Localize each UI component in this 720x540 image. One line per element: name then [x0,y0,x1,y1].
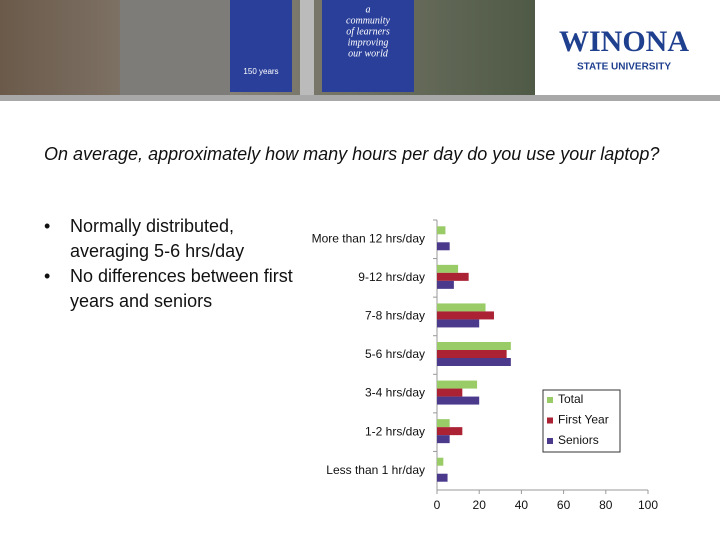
bar [437,396,480,405]
pole [300,0,314,95]
bar [437,419,450,428]
bullet: Normally distributed, averaging 5-6 hrs/… [44,214,294,264]
bar [437,350,507,358]
y-tick-label: More than 12 hrs/day [312,231,425,245]
bar [437,457,444,466]
bar [437,319,480,328]
bar [437,342,511,350]
flag [322,0,414,92]
x-tick-label: 0 [434,498,441,512]
y-tick-label: 5-6 hrs/day [365,347,425,361]
motto-line: improving [348,37,389,48]
bar [437,280,454,289]
bar [437,427,463,436]
motto-line: community [346,15,390,26]
logo-name: WINONA [559,25,689,58]
banner-strip [0,95,720,101]
bar [437,380,478,389]
bar [437,388,463,397]
question: On average, approximately how many hours… [44,144,660,164]
x-tick-label: 80 [599,498,613,512]
x-tick-label: 40 [515,498,529,512]
bar [437,264,459,273]
y-tick-label: Less than 1 hr/day [326,463,425,477]
y-tick-label: 7-8 hrs/day [365,309,425,323]
legend-swatch [547,417,553,424]
motto-line: a [366,4,371,15]
legend-swatch [547,438,553,444]
x-tick-label: 60 [557,498,571,512]
legend-box [542,389,621,453]
bar [437,303,486,312]
legend-label: Total [558,392,583,406]
legend-swatch [547,397,553,403]
bar [437,473,448,482]
motto-line: our world [348,48,389,59]
bar [437,226,446,235]
chart: 0 20 40 60 80 100 More than 12 hrs/day 9-12 hrs… [312,219,658,512]
legend-label: First Year [558,413,609,427]
y-tick-label: 3-4 hrs/day [365,386,425,400]
bar [437,242,450,251]
x-tick-label: 100 [638,498,658,512]
y-tick-label: 9-12 hrs/day [358,270,425,284]
bar [437,311,494,320]
building [120,0,230,95]
anniversary: 150 years [243,67,278,76]
y-tick-label: 1-2 hrs/day [365,424,425,438]
bar [437,435,450,444]
motto-line: of learners [346,26,390,37]
x-tick-label: 20 [473,498,487,512]
bullet-list: Normally distributed, averaging 5-6 hrs/… [44,214,294,314]
logo-area [535,0,720,95]
bar [437,272,469,281]
flag [230,0,292,92]
bullet: No differences between first years and s… [44,264,294,314]
legend-label: Seniors [558,433,599,447]
logo-subtitle: STATE UNIVERSITY [577,62,671,73]
bar [437,358,511,366]
